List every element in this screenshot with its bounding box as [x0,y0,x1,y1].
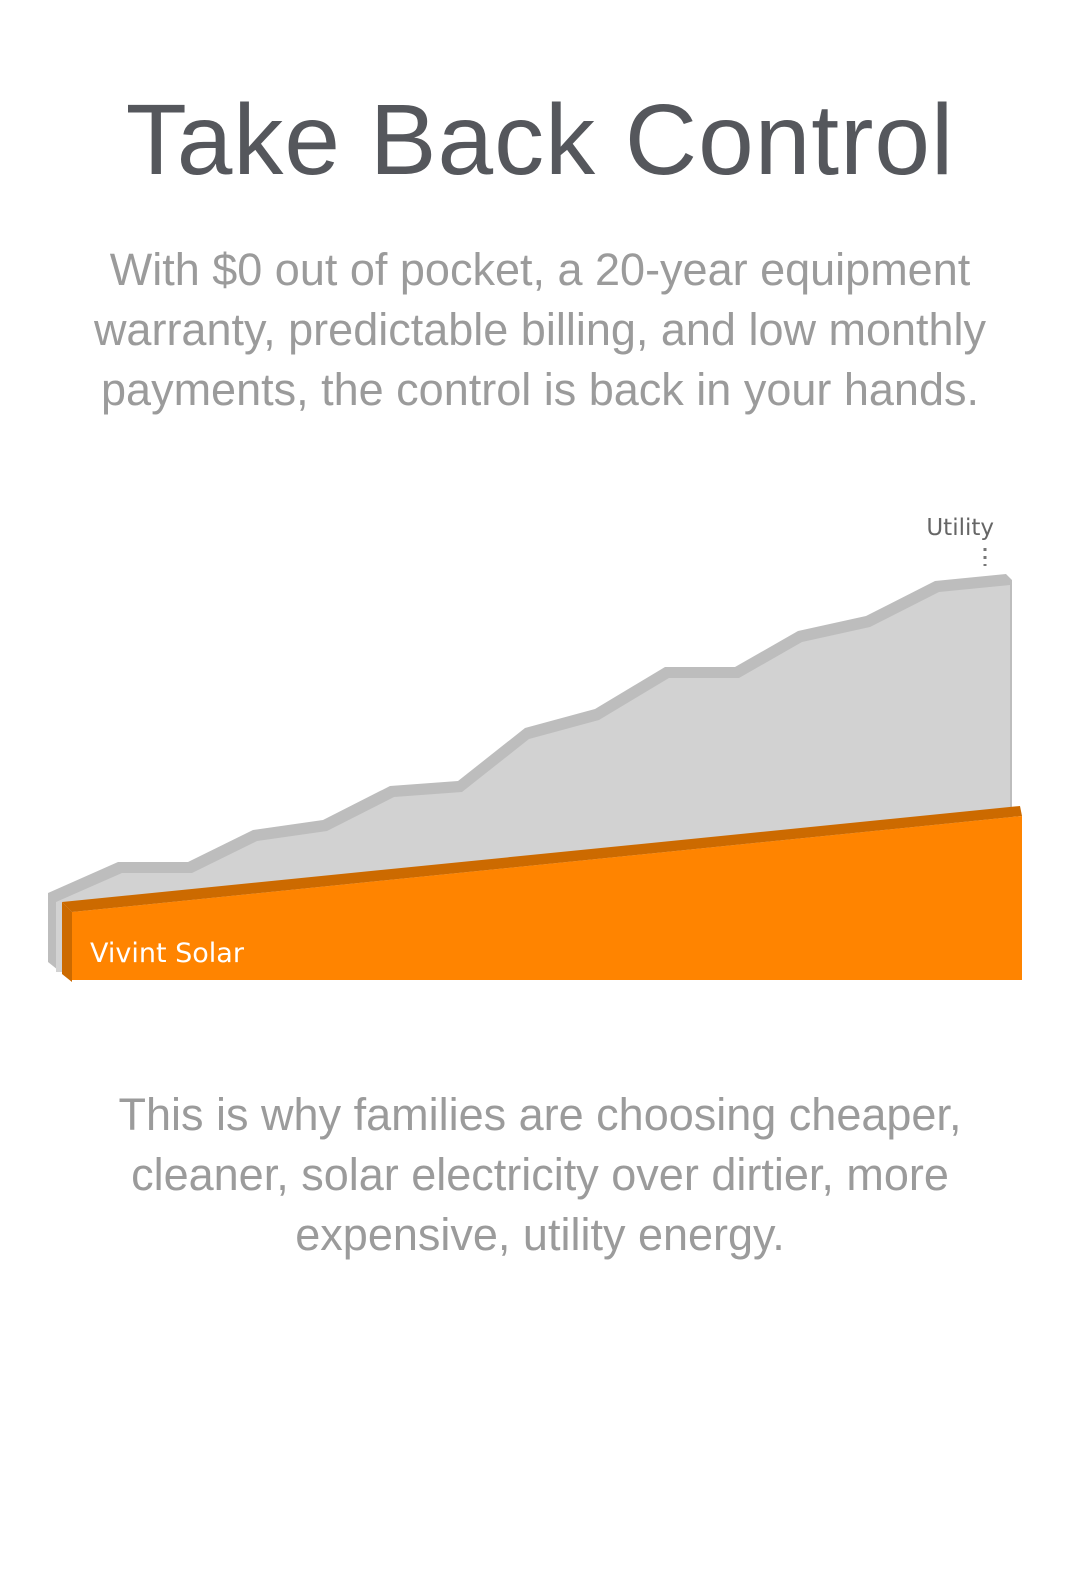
title: Take Back Control [125,84,955,196]
illustration: Utility Vivint Solar [48,515,1022,982]
utility-label: Utility [926,515,994,541]
intro-text: With $0 out of pocket, a 20-year equipme… [93,244,987,415]
solar-label: Vivint Solar [90,938,245,969]
solar-side [62,902,72,982]
solar-area [72,816,1022,980]
outro-text: This is why families are choosing cheape… [118,1089,962,1260]
solar-top [62,806,1022,912]
